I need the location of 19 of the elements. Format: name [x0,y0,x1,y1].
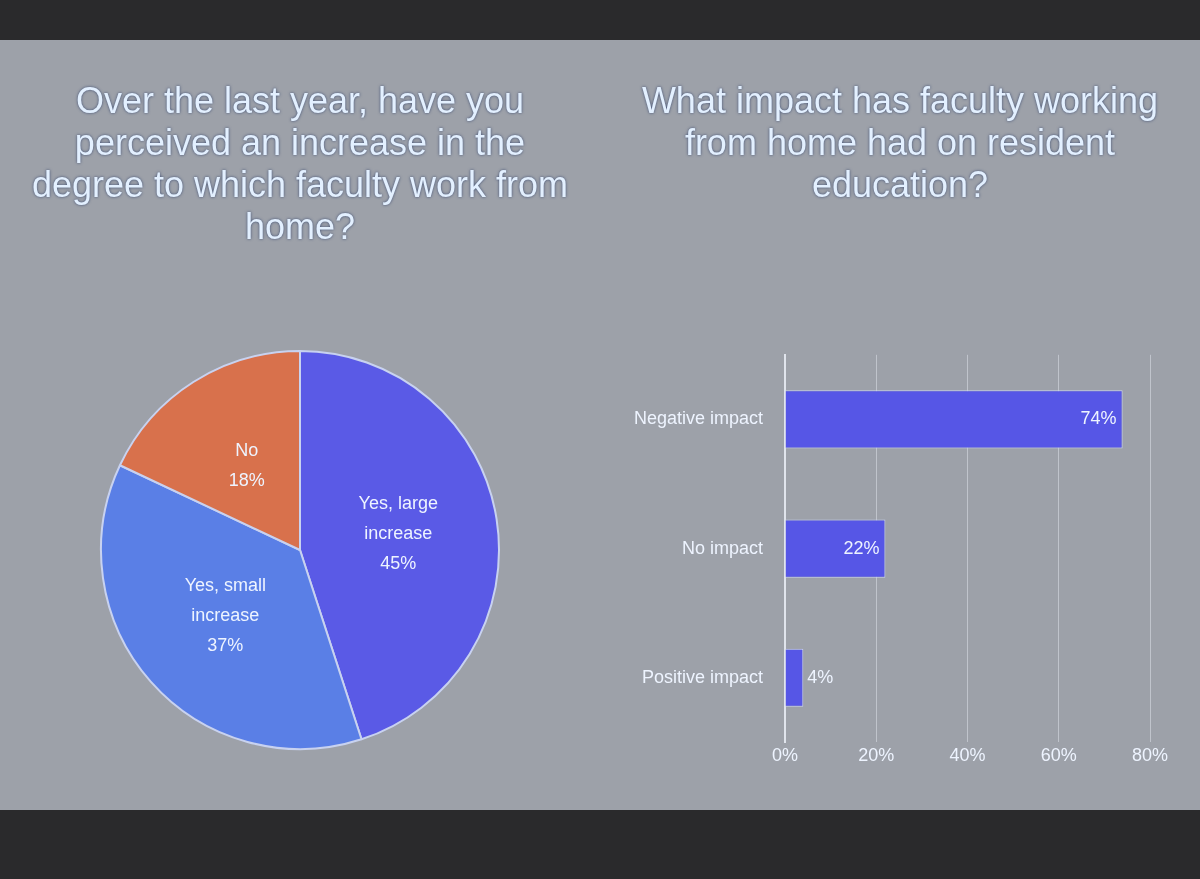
x-tick-label: 40% [949,745,986,766]
x-tick-label: 60% [1040,745,1077,766]
y-tick-label: Positive impact [642,666,764,687]
x-tick-label: 20% [858,745,895,766]
x-tick-label: 80% [1131,745,1169,766]
y-tick-label: No impact [682,537,764,558]
chart-title: What impact has faculty working from home had on resident education? [640,80,1160,207]
data-label: 18% [228,469,265,490]
data-label: 37% [207,634,244,655]
data-label: 4% [807,666,834,687]
data-label: 22% [843,537,880,558]
slice-label: Yes, small increase [184,574,267,625]
slice-label: Yes, large increase [358,493,438,544]
data-label: 45% [380,553,417,574]
slice-label: No [235,439,259,460]
x-tick-label: 0% [772,745,799,766]
data-label: 74% [1080,408,1117,429]
chart-title: Over the last year, have you perceived an increase in the degree to which faculty work from home? [30,80,570,249]
y-tick-label: Negative impact [634,408,764,429]
